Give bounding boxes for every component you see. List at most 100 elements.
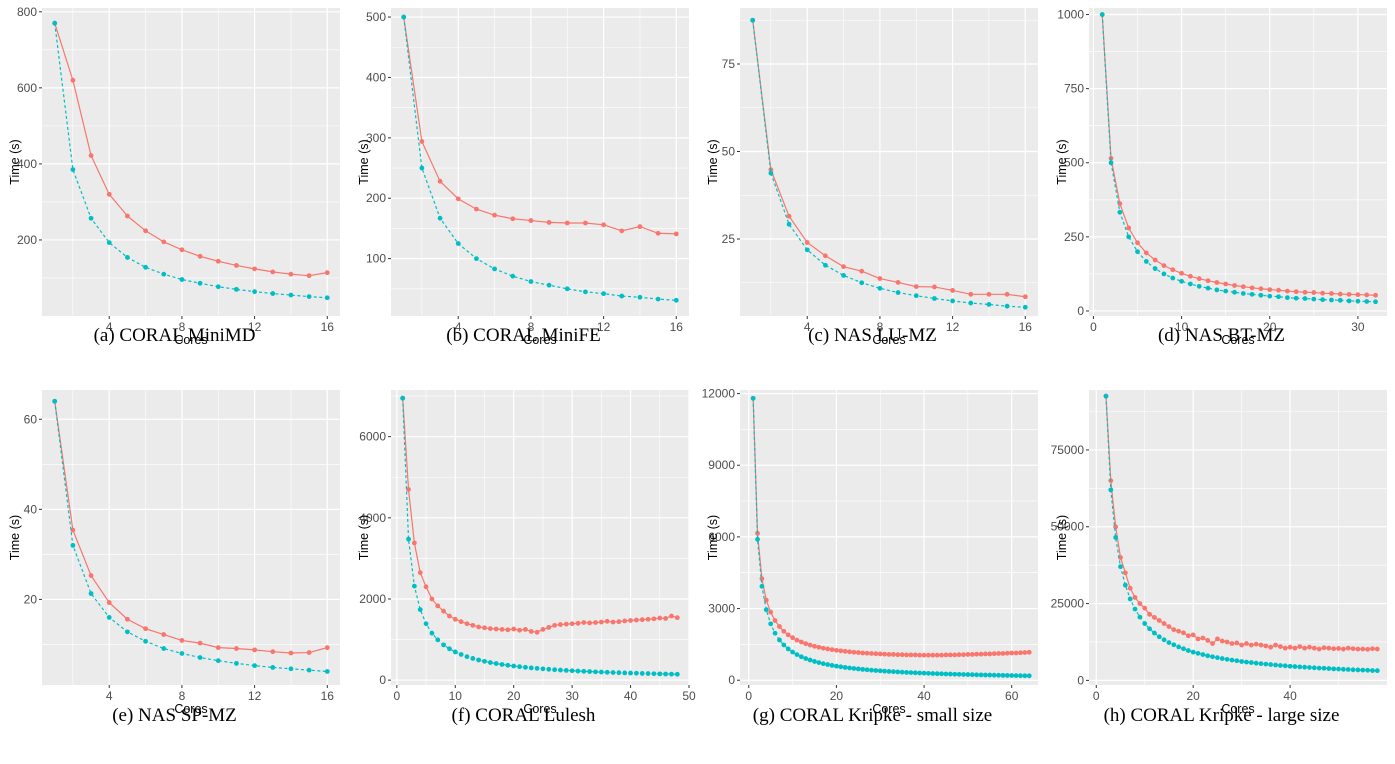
data-point bbox=[492, 212, 497, 218]
data-point bbox=[1185, 648, 1191, 653]
data-point bbox=[458, 652, 464, 657]
y-tick-label: 0 bbox=[1077, 673, 1084, 687]
data-point bbox=[1263, 643, 1269, 649]
data-point bbox=[70, 77, 76, 83]
data-point bbox=[932, 284, 937, 290]
data-point bbox=[834, 663, 839, 669]
data-point bbox=[197, 640, 203, 646]
data-point bbox=[429, 630, 435, 636]
data-point bbox=[143, 228, 148, 234]
data-point bbox=[1170, 275, 1176, 281]
data-point bbox=[511, 626, 517, 632]
data-point bbox=[645, 616, 651, 622]
y-tick-label: 100 bbox=[366, 252, 386, 266]
data-point bbox=[1267, 293, 1273, 299]
data-point bbox=[1026, 649, 1032, 655]
data-point bbox=[1099, 12, 1105, 17]
data-point bbox=[306, 294, 312, 300]
data-point bbox=[470, 656, 476, 661]
x-axis-title: Cores bbox=[1221, 702, 1254, 716]
data-point bbox=[1187, 273, 1193, 279]
data-point bbox=[1147, 626, 1152, 632]
data-point bbox=[1249, 285, 1255, 291]
data-point bbox=[781, 628, 787, 634]
y-tick-label: 6000 bbox=[708, 530, 735, 544]
y-tick-label: 600 bbox=[17, 81, 37, 95]
data-point bbox=[841, 273, 846, 278]
chart-caption: (g) CORAL Kripke - small size bbox=[752, 705, 993, 726]
data-point bbox=[1156, 634, 1162, 640]
x-tick-label: 16 bbox=[321, 689, 335, 703]
data-point bbox=[1135, 240, 1140, 246]
data-point bbox=[820, 661, 826, 667]
data-point bbox=[890, 669, 896, 675]
data-point bbox=[1171, 627, 1177, 633]
data-point bbox=[1373, 299, 1378, 305]
data-point bbox=[1127, 585, 1133, 591]
data-point bbox=[1224, 656, 1230, 662]
data-point bbox=[1200, 635, 1206, 641]
data-point bbox=[908, 670, 914, 676]
data-point bbox=[807, 642, 813, 648]
data-point bbox=[1142, 621, 1148, 626]
y-tick-label: 75 bbox=[722, 57, 736, 71]
data-point bbox=[288, 292, 294, 298]
data-point bbox=[88, 573, 94, 578]
data-point bbox=[604, 669, 610, 675]
data-point bbox=[987, 672, 993, 678]
data-point bbox=[1179, 278, 1184, 284]
data-point bbox=[1232, 283, 1237, 288]
data-point bbox=[628, 618, 633, 623]
data-point bbox=[877, 651, 883, 657]
data-point bbox=[306, 667, 312, 673]
data-point bbox=[859, 268, 865, 274]
chart-panel-6: 0 10 20 30 40 50 0 2000 4000 6000 Cores Time (s) (f)… bbox=[349, 0, 698, 764]
data-point bbox=[986, 302, 992, 307]
data-point bbox=[197, 280, 203, 286]
data-point bbox=[899, 669, 905, 675]
data-point bbox=[125, 616, 130, 622]
data-point bbox=[1181, 630, 1186, 636]
x-tick-label: 4 bbox=[106, 689, 113, 703]
data-point bbox=[1127, 596, 1133, 602]
x-tick-label: 12 bbox=[946, 320, 960, 334]
y-tick-label: 0 bbox=[1077, 304, 1084, 318]
data-point bbox=[1337, 297, 1343, 303]
data-point bbox=[1239, 642, 1245, 648]
data-point bbox=[88, 215, 94, 221]
data-point bbox=[1360, 646, 1366, 652]
data-point bbox=[1108, 160, 1114, 166]
data-point bbox=[939, 652, 944, 658]
data-point bbox=[419, 165, 425, 171]
data-point bbox=[564, 220, 570, 226]
data-point bbox=[669, 671, 674, 677]
data-point bbox=[842, 648, 848, 654]
x-tick-label: 30 bbox=[565, 689, 579, 703]
data-point bbox=[499, 627, 505, 632]
data-point bbox=[930, 652, 936, 658]
data-point bbox=[324, 645, 330, 651]
data-point bbox=[663, 616, 669, 621]
x-tick-label: 16 bbox=[1019, 320, 1033, 334]
data-point bbox=[978, 672, 984, 678]
data-point bbox=[790, 649, 795, 655]
data-point bbox=[558, 622, 563, 627]
data-point bbox=[252, 266, 257, 272]
data-point bbox=[1267, 287, 1273, 293]
data-point bbox=[161, 271, 167, 277]
data-point bbox=[1350, 667, 1356, 673]
data-point bbox=[912, 670, 918, 676]
data-point bbox=[1187, 281, 1193, 287]
data-point bbox=[1181, 646, 1186, 652]
data-point bbox=[794, 637, 800, 643]
data-point bbox=[423, 584, 429, 590]
data-point bbox=[1302, 296, 1308, 301]
data-point bbox=[1364, 299, 1370, 304]
data-point bbox=[1215, 636, 1220, 642]
data-point bbox=[934, 652, 940, 658]
data-point bbox=[1302, 664, 1308, 670]
data-point bbox=[926, 670, 931, 676]
data-point bbox=[1340, 646, 1346, 652]
data-point bbox=[952, 671, 958, 677]
data-point bbox=[401, 14, 407, 20]
